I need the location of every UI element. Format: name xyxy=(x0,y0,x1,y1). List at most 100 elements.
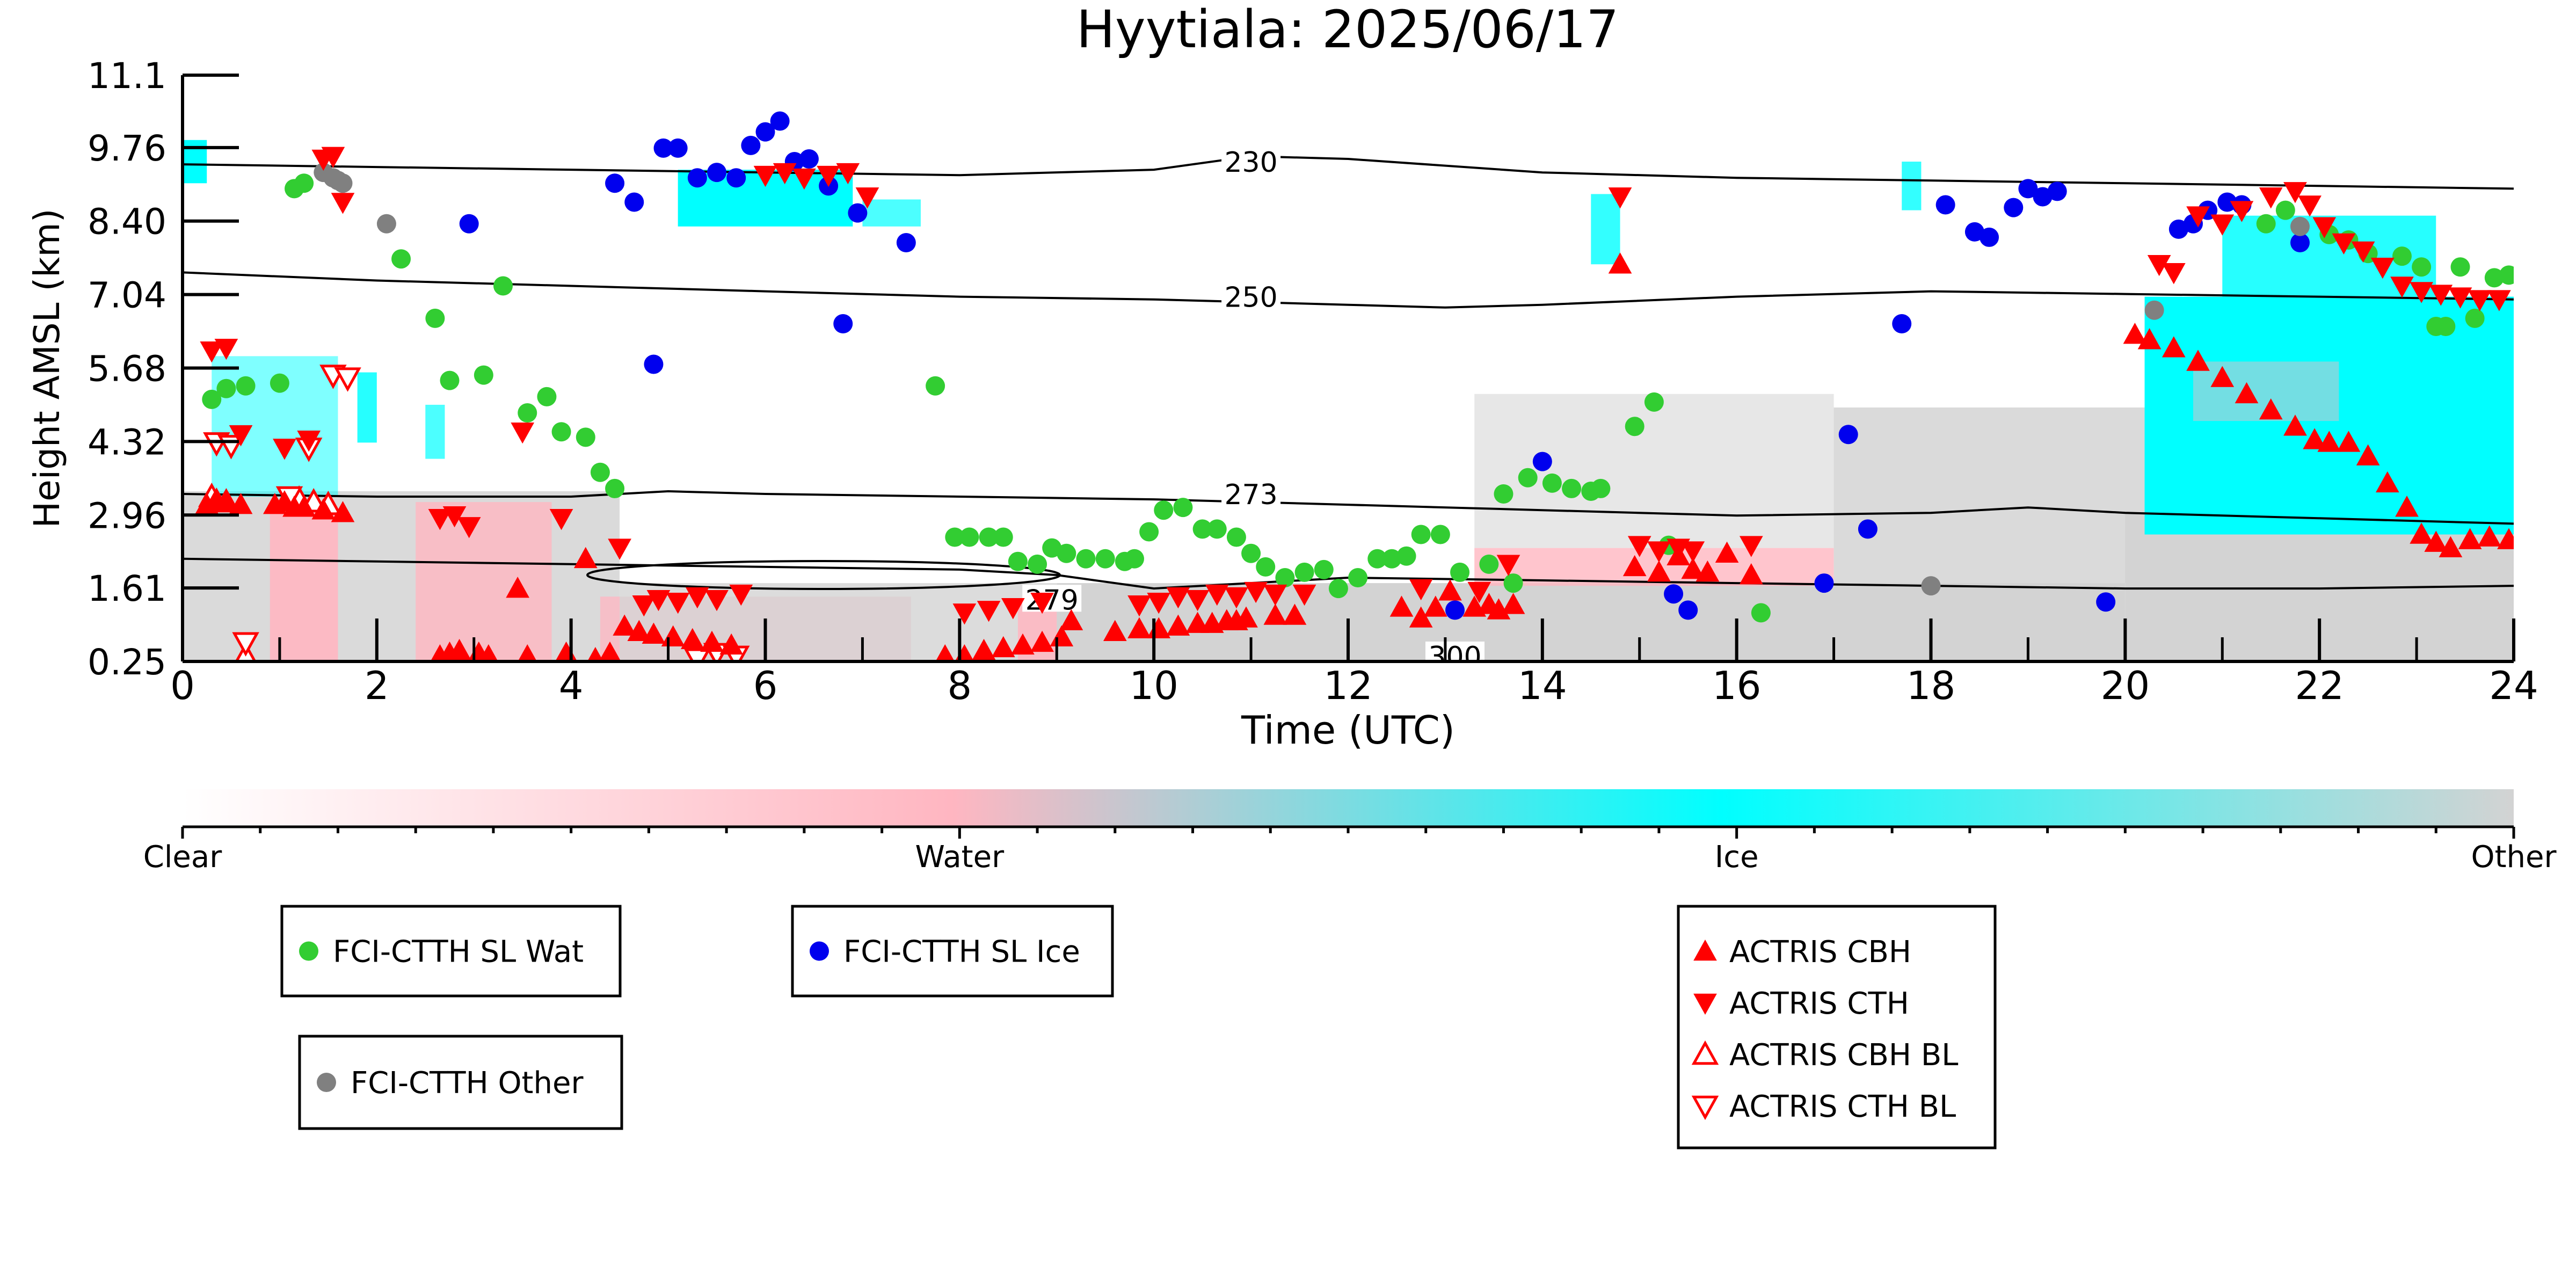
colorbar-gradient xyxy=(183,789,2514,827)
data-point xyxy=(1207,519,1227,539)
x-tick-label: 2 xyxy=(365,663,389,708)
y-tick-label: 0.25 xyxy=(88,642,166,683)
data-point xyxy=(1858,519,1878,539)
data-point xyxy=(1501,593,1525,614)
data-point xyxy=(2410,282,2433,303)
field-patch-ice xyxy=(2144,296,2514,535)
data-point xyxy=(1608,252,1632,274)
data-point xyxy=(632,595,656,617)
data-point xyxy=(2436,317,2456,336)
data-point xyxy=(200,341,224,363)
data-point xyxy=(1496,555,1520,576)
data-point xyxy=(229,493,253,514)
contour-label: 279 xyxy=(1025,584,1079,616)
data-point xyxy=(605,173,625,193)
x-tick-label: 14 xyxy=(1518,663,1567,708)
data-point xyxy=(666,592,690,614)
data-point xyxy=(1328,579,1348,599)
data-point xyxy=(705,590,729,612)
data-point xyxy=(1647,560,1671,582)
field-patch-ice xyxy=(1902,162,1922,210)
data-point xyxy=(2424,530,2448,552)
data-point xyxy=(2450,257,2470,277)
contour-label-bg xyxy=(1221,147,1281,174)
data-point xyxy=(836,163,860,185)
data-point xyxy=(1030,630,1054,652)
data-point xyxy=(741,135,761,155)
data-point xyxy=(297,431,321,452)
data-point xyxy=(273,439,296,460)
x-tick-label: 24 xyxy=(2489,663,2538,708)
data-point xyxy=(2256,214,2276,234)
data-point xyxy=(2477,525,2501,547)
marker-layer xyxy=(195,111,2514,661)
data-point xyxy=(1192,519,1212,539)
data-point xyxy=(440,370,460,390)
y-axis-label: Height AMSL (km) xyxy=(26,209,68,528)
x-tick-label: 16 xyxy=(1712,663,1762,708)
data-point xyxy=(1445,600,1465,620)
data-point xyxy=(1678,600,1698,620)
data-point xyxy=(1166,587,1190,609)
data-point xyxy=(2370,257,2395,279)
data-point xyxy=(1980,227,1999,247)
x-tick-label: 6 xyxy=(753,663,778,708)
data-point xyxy=(2186,206,2210,228)
data-point xyxy=(442,506,467,528)
data-point xyxy=(959,527,979,547)
data-point xyxy=(1283,603,1307,625)
legend-box: FCI-CTTH SL Wat xyxy=(280,905,622,998)
legend-label: FCI-CTTH SL Wat xyxy=(333,935,584,970)
data-point xyxy=(1622,555,1647,577)
data-point xyxy=(1503,573,1523,593)
data-point xyxy=(1411,525,1431,544)
colorbar-label: Other xyxy=(2471,840,2557,875)
x-tick-label: 0 xyxy=(170,663,195,708)
data-point xyxy=(1042,538,1062,558)
legend-label: FCI-CTTH Other xyxy=(351,1066,584,1101)
data-point xyxy=(590,462,610,482)
data-point xyxy=(1751,603,1771,623)
colorbar-label: Ice xyxy=(1715,840,1759,875)
data-point xyxy=(2312,217,2337,238)
data-point xyxy=(474,365,493,385)
data-point xyxy=(447,638,471,660)
data-point xyxy=(511,422,535,444)
data-point xyxy=(1389,595,1414,617)
data-point xyxy=(1921,576,1941,596)
data-point xyxy=(755,122,775,142)
data-point xyxy=(2230,201,2254,222)
data-point xyxy=(1234,606,1258,628)
data-point xyxy=(855,187,879,209)
data-point xyxy=(518,644,537,661)
data-point xyxy=(2186,350,2210,371)
data-point xyxy=(202,389,222,409)
colorbar-label: Clear xyxy=(143,840,222,875)
data-point xyxy=(1166,614,1190,636)
colorbar-ticks: Clear Water Ice Other xyxy=(143,825,2557,875)
data-point xyxy=(1450,562,1470,582)
data-point xyxy=(2375,471,2399,493)
field-patch-ice xyxy=(425,404,445,459)
data-point xyxy=(1664,584,1684,604)
data-point xyxy=(1644,392,1664,412)
y-tick-label: 4.32 xyxy=(88,421,166,463)
data-point xyxy=(1008,551,1028,571)
legend-box: FCI-CTTH SL Ice xyxy=(791,905,1114,998)
data-point xyxy=(627,620,651,641)
field-patch-ice xyxy=(1591,194,1620,265)
data-point xyxy=(1479,554,1499,574)
data-point xyxy=(321,147,345,168)
data-point xyxy=(1838,425,1858,445)
legend-label: ACTRIS CBH BL xyxy=(1729,1038,1958,1073)
data-point xyxy=(2487,290,2511,311)
data-point xyxy=(719,633,744,655)
data-point xyxy=(1011,633,1035,655)
data-point xyxy=(1314,559,1334,579)
data-point xyxy=(2410,522,2433,544)
data-point xyxy=(753,165,777,187)
data-point xyxy=(1103,620,1127,641)
data-point xyxy=(2290,216,2310,236)
data-point xyxy=(605,478,625,498)
data-point xyxy=(1467,581,1491,603)
